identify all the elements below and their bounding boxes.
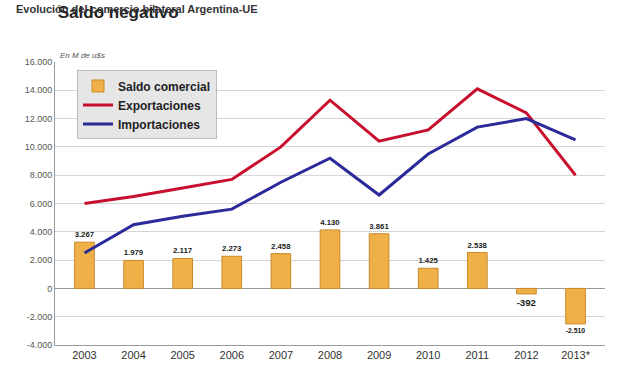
svg-text:2.273: 2.273 xyxy=(222,244,242,253)
svg-text:14.000: 14.000 xyxy=(25,85,53,95)
svg-text:2.117: 2.117 xyxy=(173,246,193,255)
svg-text:4.000: 4.000 xyxy=(30,227,53,237)
svg-text:-2.000: -2.000 xyxy=(27,312,53,322)
svg-text:2005: 2005 xyxy=(170,349,194,361)
svg-text:3.267: 3.267 xyxy=(75,230,94,239)
svg-text:2006: 2006 xyxy=(220,349,244,361)
svg-text:En M de u$s: En M de u$s xyxy=(60,51,105,60)
svg-text:2003: 2003 xyxy=(72,349,96,361)
svg-text:2.538: 2.538 xyxy=(468,241,488,250)
svg-text:3.861: 3.861 xyxy=(369,222,389,231)
svg-text:1.979: 1.979 xyxy=(124,248,144,257)
svg-text:4.130: 4.130 xyxy=(320,218,339,227)
svg-text:2008: 2008 xyxy=(318,349,342,361)
svg-text:6.000: 6.000 xyxy=(30,199,53,209)
svg-text:-2.510: -2.510 xyxy=(566,327,586,334)
svg-text:12.000: 12.000 xyxy=(25,114,53,124)
svg-text:Evolución del comercio bilater: Evolución del comercio bilateral Argenti… xyxy=(16,3,258,15)
svg-text:Exportaciones: Exportaciones xyxy=(118,99,201,113)
svg-text:2.458: 2.458 xyxy=(271,242,291,251)
svg-text:-392: -392 xyxy=(517,297,536,308)
svg-text:2009: 2009 xyxy=(367,349,391,361)
svg-text:2013*: 2013* xyxy=(561,349,590,361)
svg-text:2004: 2004 xyxy=(121,349,145,361)
svg-text:8.000: 8.000 xyxy=(30,170,53,180)
svg-text:Importaciones: Importaciones xyxy=(118,118,200,132)
svg-text:10.000: 10.000 xyxy=(25,142,53,152)
svg-text:1.425: 1.425 xyxy=(418,256,438,265)
svg-text:2.000: 2.000 xyxy=(30,255,53,265)
svg-text:-4.000: -4.000 xyxy=(27,340,53,350)
svg-text:Saldo negativo: Saldo negativo xyxy=(58,3,179,22)
svg-text:2012: 2012 xyxy=(514,349,538,361)
svg-text:0: 0 xyxy=(47,284,52,294)
svg-text:16.000: 16.000 xyxy=(25,57,53,67)
svg-text:Saldo comercial: Saldo comercial xyxy=(118,80,210,94)
svg-text:2010: 2010 xyxy=(416,349,440,361)
svg-text:2007: 2007 xyxy=(269,349,293,361)
svg-text:2011: 2011 xyxy=(465,349,489,361)
